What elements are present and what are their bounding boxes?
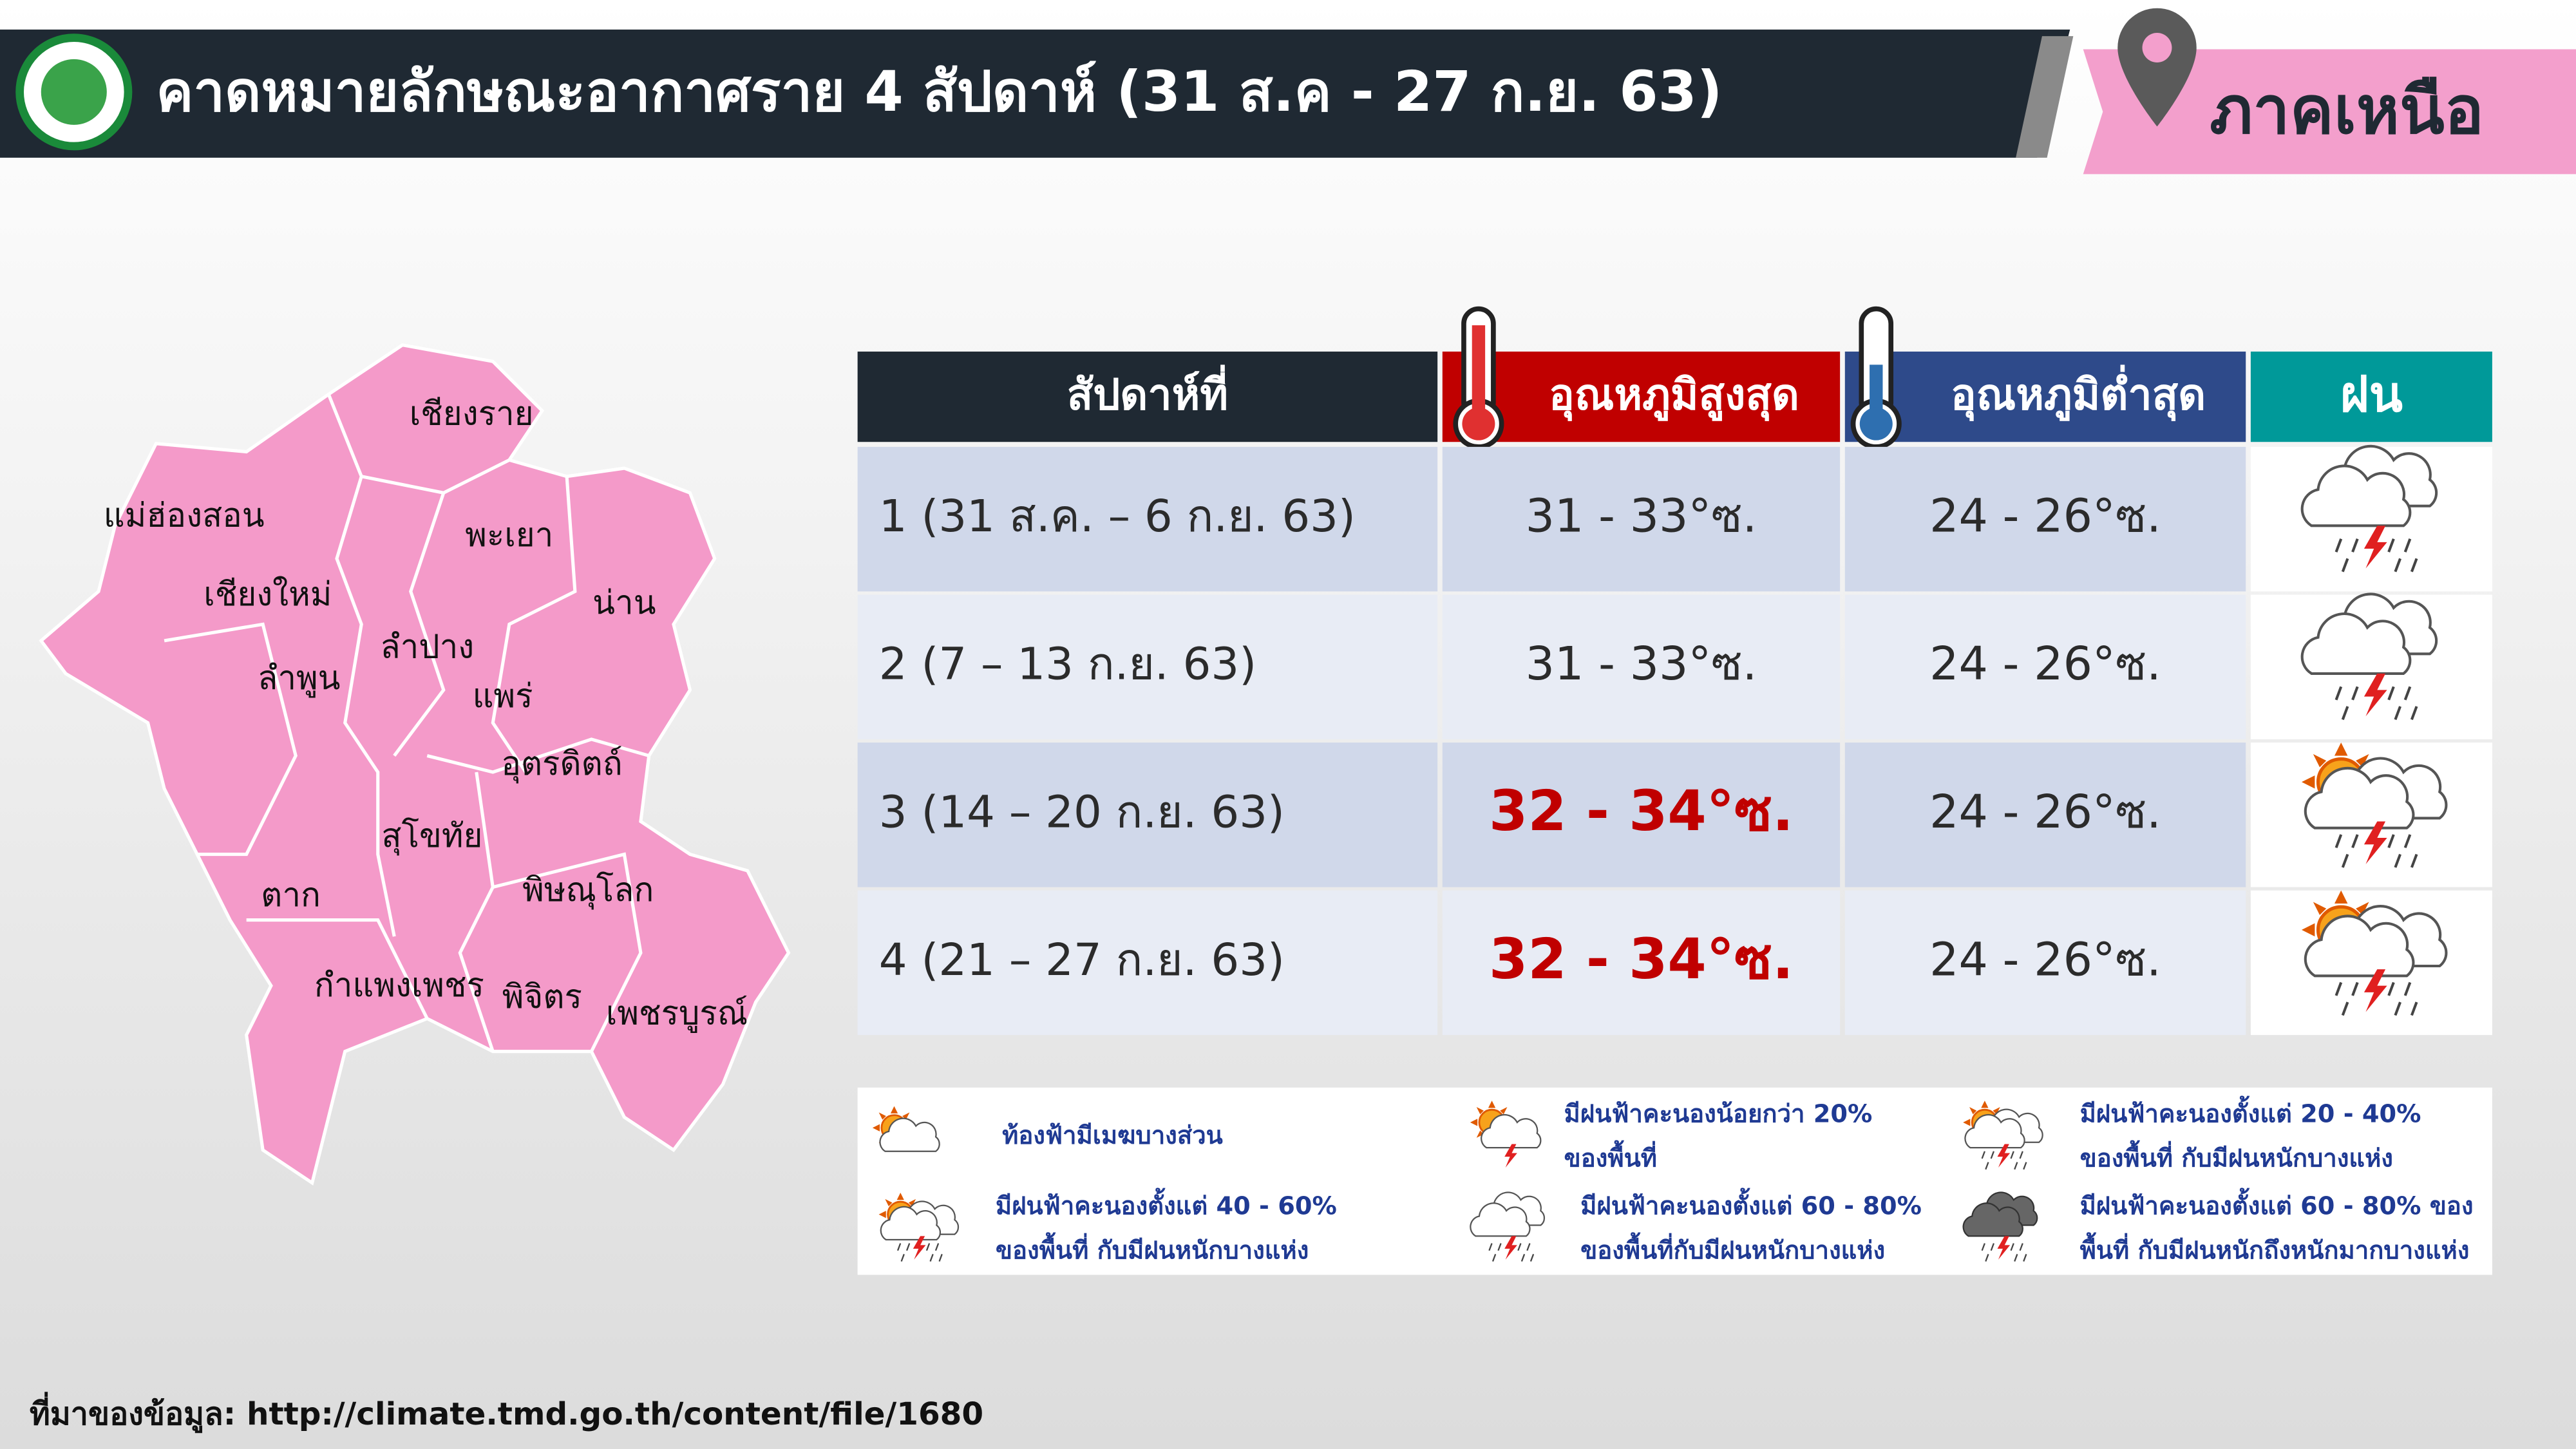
header-bar [0, 29, 2070, 158]
province-label: ลำพูน [258, 659, 340, 698]
province-label: ลำปาง [380, 629, 474, 667]
week-label: 3 (14 – 20 ก.ย. 63) [879, 786, 1285, 838]
legend: ท้องฟ้ามีเมฆบางส่วน มีฝนฟ้าคะนองน้อยกว่า … [873, 1096, 2474, 1265]
border [426, 737, 650, 774]
border [246, 918, 429, 1019]
header-label: อุณหภูมิต่ำสุด [1951, 364, 2206, 421]
cell [1844, 890, 2246, 1036]
source: ที่มาของข้อมูล: http://climate.tmd.go.th… [30, 1392, 983, 1434]
border [393, 492, 446, 757]
legend-text: พื้นที่ กับมีฝนหนักถึงหนักมากบางแห่ง [2080, 1232, 2470, 1265]
province-label: เชียงใหม่ [204, 576, 332, 614]
location-pin [2117, 8, 2197, 127]
cell [1844, 594, 2246, 739]
logo-inner [41, 59, 107, 125]
header-label: ฝน [2340, 366, 2403, 423]
border [327, 393, 396, 937]
legend-text: มีฝนฟ้าคะนองตั้งแต่ 40 - 60% [996, 1188, 1337, 1221]
legend-text: มีฝนฟ้าคะนองตั้งแต่ 60 - 80% ของ [2080, 1188, 2474, 1221]
legend-box [857, 1087, 2492, 1275]
province-label: เพชรบูรณ์ [606, 995, 748, 1034]
header-cell [2250, 351, 2492, 442]
legend-text: มีฝนฟ้าคะนองตั้งแต่ 60 - 80% [1580, 1188, 1922, 1221]
cell [857, 594, 1438, 739]
header-label: อุณหภูมิสูงสุด [1549, 369, 1799, 421]
legend-text: ของพื้นที่ กับมีฝนหนักบางแห่ง [996, 1232, 1309, 1265]
province-label: กำแพงเพชร [314, 967, 484, 1005]
legend-text: มีฝนฟ้าคะนองตั้งแต่ 20 - 40% [2080, 1096, 2421, 1129]
max-temp: 32 - 34°ซ. [1489, 779, 1794, 844]
province-label: น่าน [592, 584, 656, 622]
min-temp: 24 - 26°ซ. [1929, 637, 2161, 690]
region-name: ภาคเหนือ [2210, 72, 2484, 149]
province-label: แพร่ [473, 677, 533, 715]
province-label: พิษณุโลก [522, 871, 654, 910]
max-temp: 32 - 34°ซ. [1489, 927, 1794, 992]
legend-text: ของพื้นที่ [1564, 1141, 1657, 1173]
week-label: 1 (31 ส.ค. – 6 ก.ย. 63) [879, 491, 1356, 542]
title: คาดหมายลักษณะอากาศราย 4 สัปดาห์ (31 ส.ค … [156, 59, 1722, 124]
legend-text: ของพื้นที่กับมีฝนหนักบางแห่ง [1580, 1232, 1885, 1265]
table: สัปดาห์ที่ อุณหภูมิสูงสุด อุณหภูมิต่ำสุด ฝน… [857, 309, 2492, 1036]
header-cell [1442, 351, 1841, 442]
border [492, 852, 643, 1052]
border [458, 772, 495, 1052]
max-temp: 31 - 33°ซ. [1526, 637, 1757, 690]
border [491, 476, 577, 773]
cell [1442, 890, 1841, 1036]
header-cell [1844, 351, 2246, 442]
map [39, 343, 791, 1186]
min-temp: 24 - 26°ซ. [1929, 933, 2161, 986]
thermometer-fill [1870, 365, 1883, 417]
header-accent [2016, 36, 2074, 158]
thermometer-bulb [1462, 407, 1495, 440]
cell [1442, 594, 1841, 739]
cell [857, 890, 1438, 1036]
province-label: สุโขทัย [381, 817, 482, 856]
header-label: สัปดาห์ที่ [1067, 364, 1228, 419]
border [164, 622, 298, 857]
week-label: 4 (21 – 27 ก.ย. 63) [879, 934, 1285, 986]
legend-text: ท้องฟ้ามีเมฆบางส่วน [1002, 1121, 1223, 1150]
province-label: เชียงราย [410, 395, 534, 433]
province-label: อุตรดิตถ์ [501, 745, 622, 784]
province-label: แม่ฮ่องสอน [104, 497, 265, 535]
header-cell [857, 351, 1438, 442]
cell [857, 743, 1438, 887]
province-label: พิจิตร [502, 978, 582, 1016]
legend-text: มีฝนฟ้าคะนองน้อยกว่า 20% [1564, 1100, 1873, 1129]
week-label: 2 (7 – 13 ก.ย. 63) [879, 639, 1256, 690]
min-temp: 24 - 26°ซ. [1929, 489, 2161, 543]
min-temp: 24 - 26°ซ. [1929, 785, 2161, 838]
cell [1442, 446, 1841, 592]
province-label: ตาก [261, 876, 321, 914]
map-borders [164, 393, 650, 1052]
max-temp: 31 - 33°ซ. [1526, 489, 1757, 543]
thermometer-fill [1472, 325, 1486, 417]
cell [1844, 446, 2246, 592]
region-tag [2083, 49, 2576, 175]
cell [1442, 743, 1841, 887]
location-pin-hole [2142, 33, 2172, 62]
cell [1844, 743, 2246, 887]
cell [857, 446, 1438, 592]
province-label: พะเยา [465, 516, 553, 554]
thermometer-bulb [1859, 407, 1893, 440]
legend-text: ของพื้นที่ กับมีฝนหนักบางแห่ง [2080, 1141, 2393, 1173]
